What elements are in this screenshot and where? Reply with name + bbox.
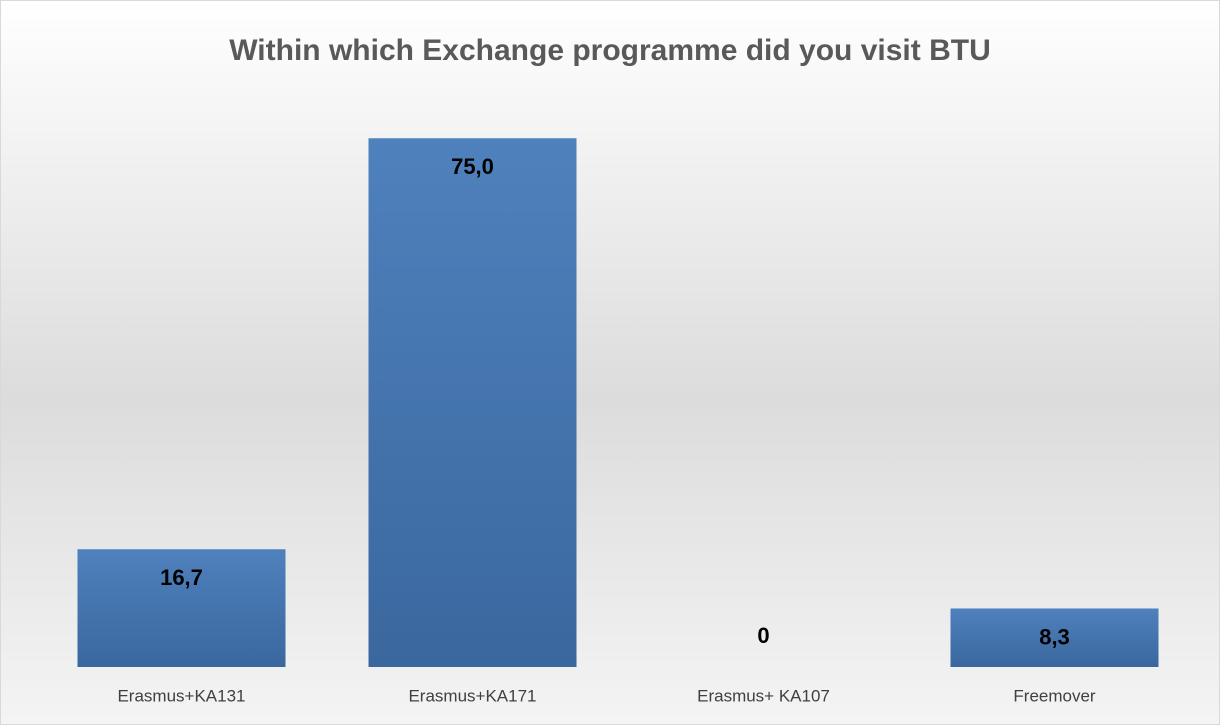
x-tick-label: Erasmus+KA171 xyxy=(408,686,536,705)
chart-title: Within which Exchange programme did you … xyxy=(229,34,990,67)
value-label: 75,0 xyxy=(451,154,494,179)
x-tick-label: Freemover xyxy=(1013,686,1096,705)
x-tick-label: Erasmus+KA131 xyxy=(117,686,245,705)
value-label: 8,3 xyxy=(1039,624,1070,649)
x-tick-label: Erasmus+ KA107 xyxy=(697,686,830,705)
bar xyxy=(950,608,1159,667)
bar xyxy=(368,138,577,667)
value-label: 0 xyxy=(757,623,769,648)
value-label: 16,7 xyxy=(160,565,203,590)
bar xyxy=(77,549,286,667)
